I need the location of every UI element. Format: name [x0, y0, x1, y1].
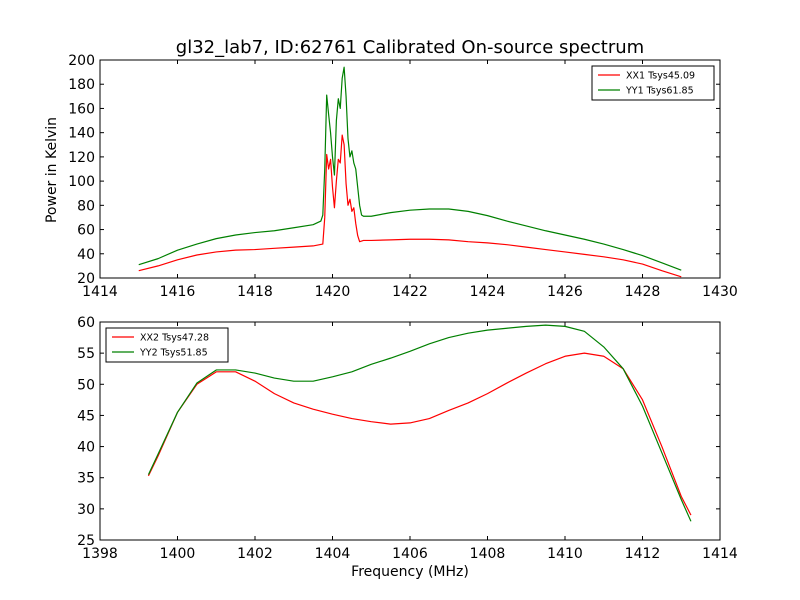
bottom-x-tick-label: 1410 [547, 546, 583, 562]
top-y-tick-label: 40 [77, 247, 95, 263]
bottom-panel: Frequency (MHz) 1398 1400 1402 1404 1406 1408… [77, 315, 738, 580]
bottom-y-tick-label: 25 [77, 533, 95, 549]
top-x-tick-label: 1430 [702, 284, 738, 300]
bottom-y-tick-label: 50 [77, 377, 95, 393]
top-panel: Power in Kelvin 1414 1416 1418 1420 1422 1424… [44, 53, 738, 300]
chart-title: gl32_lab7, ID:62761 Calibrated On-source… [176, 37, 644, 58]
top-x-tick-label: 1422 [392, 284, 428, 300]
bottom-legend-label-1: XX2 Tsys47.28 [140, 333, 209, 344]
bottom-y-tick-label: 30 [77, 502, 95, 518]
top-y-tick-label: 180 [68, 77, 95, 93]
bottom-y-tick-label: 55 [77, 346, 95, 362]
top-y-tick-label: 160 [68, 101, 95, 117]
bottom-y-tick-label: 40 [77, 440, 95, 456]
top-y-tick-label: 60 [77, 223, 95, 239]
bottom-legend-box [105, 327, 229, 363]
top-x-tick-label: 1418 [237, 284, 273, 300]
top-y-tick-label: 140 [68, 126, 95, 142]
bottom-legend-label-2: YY2 Tsys51.85 [139, 348, 208, 359]
top-legend-label-1: XX1 Tsys45.09 [626, 71, 695, 82]
bottom-series-line-2 [147, 324, 692, 522]
top-x-tick-label: 1416 [160, 284, 196, 300]
top-x-tick-label: 1424 [470, 284, 506, 300]
top-y-tick-label: 20 [77, 271, 95, 287]
bottom-x-tick-label: 1402 [237, 546, 273, 562]
top-x-tick-label: 1420 [315, 284, 351, 300]
top-series-line-1 [138, 134, 682, 278]
top-x-tick-label: 1428 [625, 284, 661, 300]
bottom-x-tick-label: 1400 [160, 546, 196, 562]
top-legend-box [591, 65, 715, 101]
bottom-y-tick-label: 35 [77, 471, 95, 487]
top-y-axis-label: Power in Kelvin [44, 117, 60, 223]
top-legend: XX1 Tsys45.09 YY1 Tsys61.85 [591, 65, 715, 101]
top-y-tick-label: 200 [68, 53, 95, 69]
bottom-x-axis-label: Frequency (MHz) [351, 564, 469, 580]
bottom-x-tick-label: 1398 [82, 546, 118, 562]
bottom-x-tick-label: 1406 [392, 546, 428, 562]
bottom-legend: XX2 Tsys47.28 YY2 Tsys51.85 [105, 327, 229, 363]
bottom-x-tick-label: 1404 [315, 546, 351, 562]
top-x-tick-label: 1426 [547, 284, 583, 300]
top-y-tick-label: 100 [68, 174, 95, 190]
top-series-line-2 [138, 66, 682, 271]
bottom-y-tick-label: 60 [77, 315, 95, 331]
bottom-y-tick-label: 45 [77, 408, 95, 424]
top-y-tick-label: 80 [77, 198, 95, 214]
bottom-x-tick-label: 1414 [702, 546, 738, 562]
top-legend-label-2: YY1 Tsys61.85 [625, 86, 694, 97]
bottom-x-tick-label: 1412 [625, 546, 661, 562]
bottom-x-tick-label: 1408 [470, 546, 506, 562]
top-x-tick-label: 1414 [82, 284, 118, 300]
bottom-series-line-1 [147, 352, 692, 516]
top-y-tick-label: 120 [68, 150, 95, 166]
